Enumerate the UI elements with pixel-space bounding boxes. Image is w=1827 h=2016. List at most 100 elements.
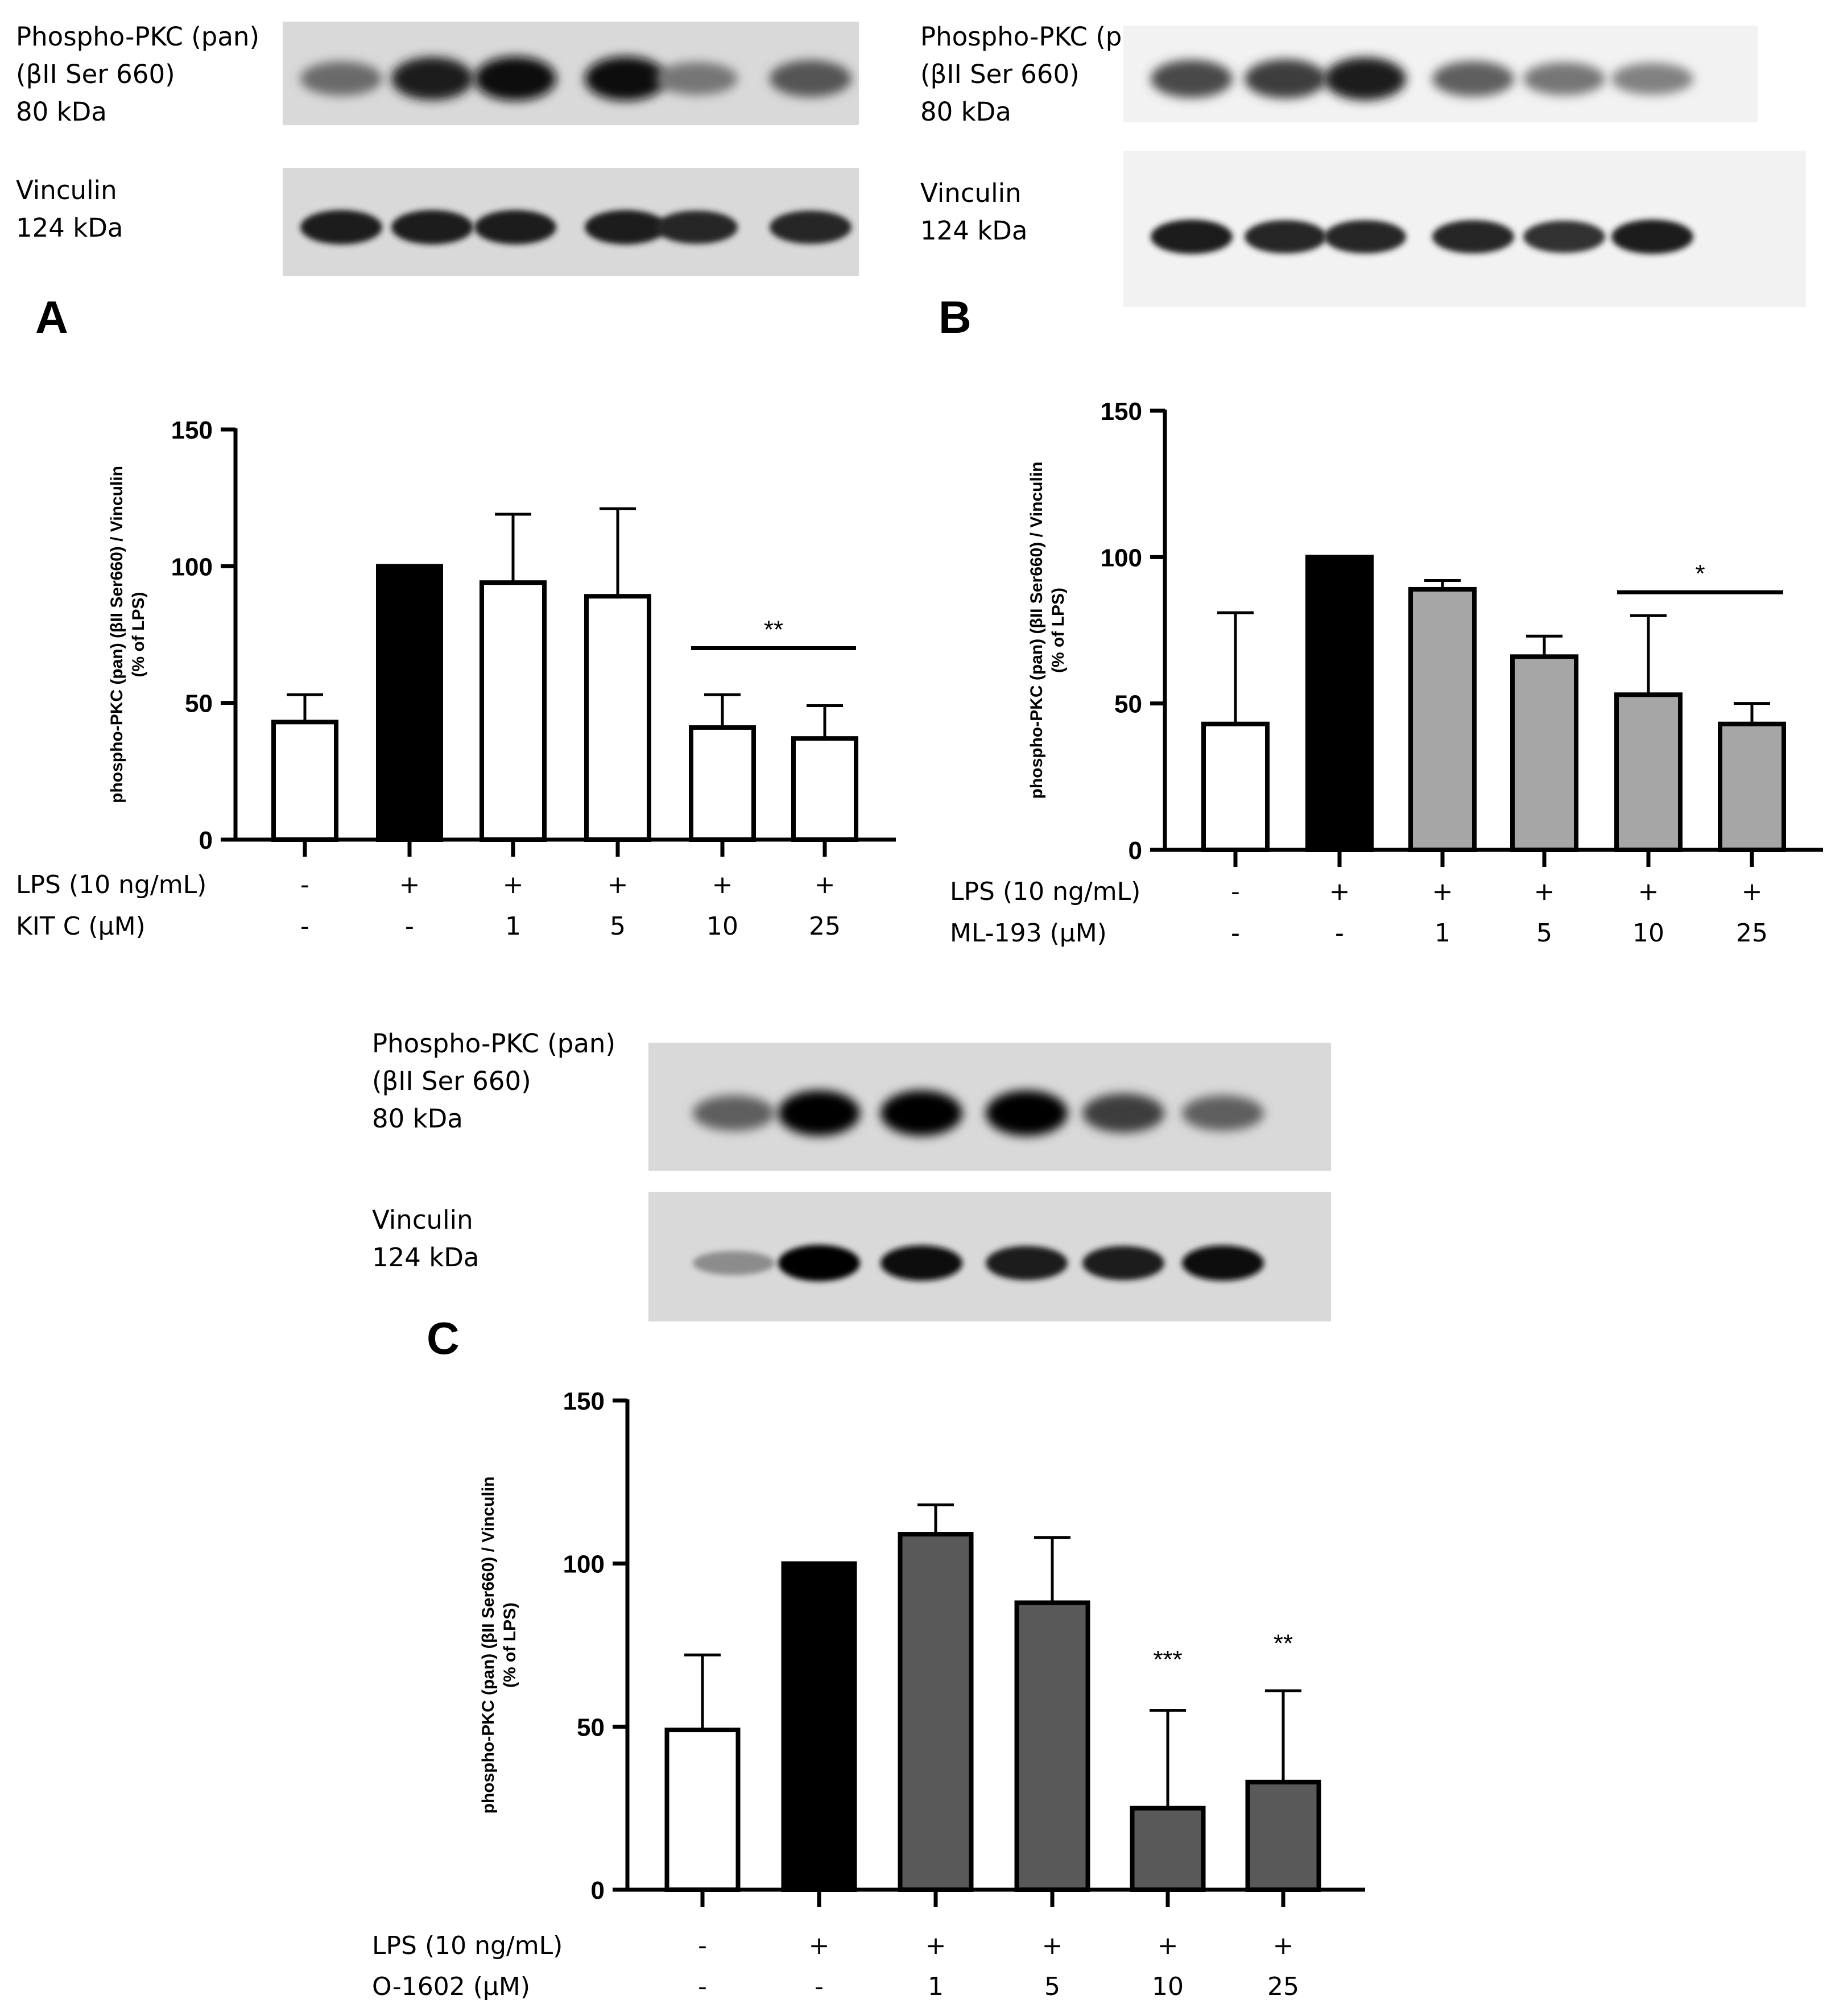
vinculin-band [300,210,382,245]
y-axis-label-line: (% of LPS) [129,592,148,677]
condition-cell: + [1329,877,1350,906]
condition-cell: 10 [1632,919,1664,948]
phospho-pkc-band [881,1090,962,1136]
condition-cell: + [1638,877,1659,906]
y-axis-label-line: phospho-PKC (pan) (βII Ser660) / Vinculi… [1027,462,1046,799]
condition-cell: + [399,870,420,899]
y-tick-label: 150 [171,416,213,444]
vinculin-blot-label: 124 kDa [920,216,1027,246]
phospho-pkc-blot-label: (βII Ser 660) [16,59,175,89]
phospho-pkc-blot-label: 80 kDa [920,97,1011,127]
vinculin-band [1082,1246,1164,1280]
bar [1130,1806,1206,1893]
panel-letter-a: A [35,292,68,342]
phospho-pkc-band [1523,62,1605,96]
condition-cell: - [815,1972,824,2001]
condition-cell: - [698,1931,707,1960]
phospho-pkc-band [1245,59,1326,98]
bar [898,1532,974,1892]
phospho-pkc-band [1324,57,1406,101]
condition-cell: - [1231,919,1240,948]
phospho-pkc-band [778,1090,860,1136]
condition-cell: 1 [1435,919,1450,948]
phospho-pkc-band [1151,60,1233,98]
condition-cell: 25 [1267,1972,1299,2001]
phospho-pkc-blot-label: (βII Ser 660) [372,1066,531,1096]
bar [1245,1779,1321,1893]
bar [480,580,547,842]
condition-row-label: LPS (10 ng/mL) [372,1931,563,1960]
condition-cell: 10 [1152,1972,1184,2001]
y-tick-label: 0 [591,1877,605,1905]
vinculin-band [1324,220,1406,254]
condition-cell: 5 [1044,1972,1060,2001]
vinculin-band [656,210,738,244]
phospho-pkc-band [391,57,473,100]
western-blot-c: Phospho-PKC (pan) (βII Ser 660) 80 kDa Vinc… [372,1028,1331,1321]
y-axis-label-line: phospho-PKC (pan) (βII Ser660) / Vinculi… [108,466,126,803]
phospho-pkc-blot-label: 80 kDa [16,97,107,127]
y-axis-label-line: (% of LPS) [1049,588,1068,673]
bar [584,594,651,842]
bar-chart-a: 0 50 100 150 phospho-PKC (pan) (βII Ser660) … [16,416,896,941]
condition-cell: 25 [1736,919,1768,948]
condition-cell: + [1534,877,1555,906]
condition-row-label: O-1602 (μM) [372,1972,530,2001]
condition-cell: - [300,870,309,899]
panel-letter-b: B [939,292,972,342]
condition-cell: + [607,870,629,899]
bar [1614,692,1683,853]
bar [1408,586,1477,852]
y-axis-label: phospho-PKC (pan) (βII Ser660) / Vinculi… [1027,462,1068,799]
vinculin-band [1182,1245,1264,1281]
phospho-pkc-blot-label: Phospho-PKC (pan) [920,22,1164,52]
phospho-pkc-band [986,1090,1068,1136]
y-axis-label: phospho-PKC (pan) (βII Ser660) / Vinculi… [108,466,148,803]
condition-row-label: KIT C (μM) [16,912,146,941]
y-tick-label: 100 [563,1551,605,1579]
condition-cell: + [1158,1931,1179,1960]
y-tick-label: 50 [185,690,213,718]
vinculin-band [1151,220,1233,254]
bar-chart-b: 0 50 100 150 phospho-PKC (pan) (βII Ser660) … [950,398,1823,948]
phospho-pkc-band [474,56,556,101]
y-tick-label: 150 [1101,398,1142,425]
bar [271,720,338,842]
vinculin-blot-label: Vinculin [372,1205,473,1235]
bar [1201,721,1270,853]
bar [791,736,858,842]
y-axis-label-line: (% of LPS) [501,1602,519,1688]
y-tick-label: 50 [1114,691,1142,718]
bar [1305,555,1374,852]
condition-cell: + [1432,877,1453,906]
vinculin-band [770,210,852,244]
phospho-pkc-band [1432,61,1514,97]
bar [664,1728,741,1892]
significance-label: *** [1153,1646,1182,1674]
phospho-pkc-band [1182,1095,1264,1131]
y-tick-label: 150 [563,1387,605,1415]
y-tick-label: 0 [1129,837,1142,865]
condition-cell: + [1742,877,1763,906]
vinculin-blot-label: Vinculin [16,175,117,205]
bar-chart-c: 0 50 100 150 phospho-PKC (pan) (βII Ser660) … [372,1387,1365,2001]
western-blot-a: Phospho-PKC (pan) (βII Ser 660) 80 kDa Vinc… [16,22,859,276]
condition-cell: - [1231,877,1240,906]
significance-label: ** [764,616,783,644]
condition-cell: + [503,870,524,899]
condition-cell: 10 [706,912,738,941]
vinculin-blot-label: 124 kDa [372,1242,479,1273]
vinculin-blot-label: Vinculin [920,178,1022,208]
condition-cell: + [1273,1931,1294,1960]
vinculin-band [391,210,473,245]
bar [689,725,756,842]
phospho-pkc-blot-label: (βII Ser 660) [920,59,1080,89]
phospho-pkc-blot-label: Phospho-PKC (pan) [372,1028,615,1059]
significance-label: ** [1274,1629,1293,1657]
phospho-pkc-band [656,62,738,96]
phospho-pkc-blot-label: Phospho-PKC (pan) [16,22,259,52]
phospho-pkc-band [770,60,852,97]
condition-cell: 5 [610,912,626,941]
condition-cell: - [405,912,414,941]
